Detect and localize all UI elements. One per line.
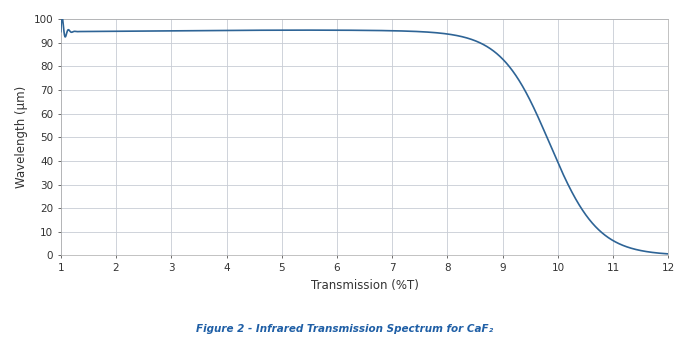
X-axis label: Transmission (%T): Transmission (%T) xyxy=(310,279,419,292)
Y-axis label: Wavelength (µm): Wavelength (µm) xyxy=(15,86,28,188)
Text: Figure 2 - Infrared Transmission Spectrum for CaF₂: Figure 2 - Infrared Transmission Spectru… xyxy=(197,324,493,334)
